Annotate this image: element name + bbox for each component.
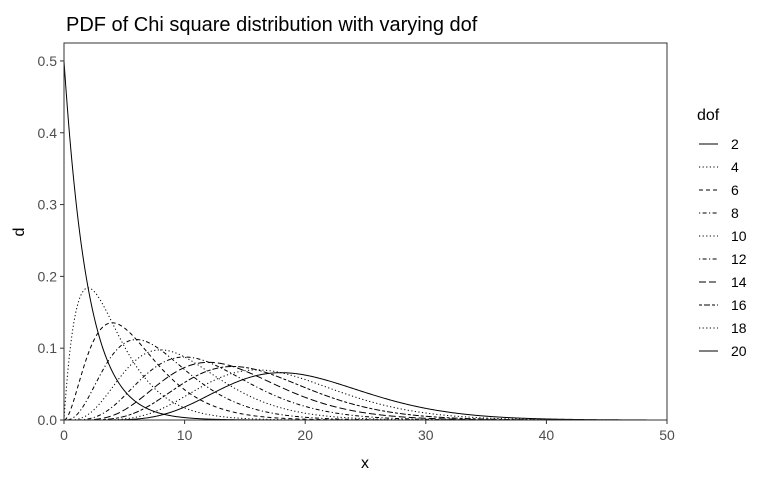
y-tick-label: 0.1 (38, 340, 58, 356)
y-tick-label: 0.5 (38, 53, 58, 69)
legend-items: 2 4 6 8 10 12 14 16 18 20 (699, 136, 747, 359)
x-tick-label: 50 (659, 427, 675, 443)
legend-title: dof (697, 107, 720, 124)
plot-border (63, 42, 668, 421)
series-line-dof-12 (64, 356, 647, 421)
x-axis: 0 10 20 30 40 50 (60, 420, 675, 443)
legend-label-dof-6: 6 (731, 182, 739, 198)
y-axis: 0.0 0.1 0.2 0.3 0.4 0.5 (38, 53, 64, 428)
legend-label-dof-16: 16 (731, 297, 747, 313)
x-tick-label: 30 (418, 427, 434, 443)
series-line-dof-14 (64, 361, 647, 421)
x-tick-label: 20 (297, 427, 313, 443)
legend-label-dof-8: 8 (731, 205, 739, 221)
plot-area (63, 60, 647, 421)
series-line-dof-20 (64, 372, 647, 421)
legend-label-dof-14: 14 (731, 274, 747, 290)
series-line-dof-4 (63, 287, 647, 421)
series-line-dof-18 (64, 369, 647, 421)
x-axis-title: x (361, 455, 369, 472)
y-tick-label: 0.2 (38, 268, 58, 284)
y-tick-label: 0.4 (38, 125, 58, 141)
x-tick-label: 10 (177, 427, 193, 443)
x-tick-label: 0 (60, 427, 68, 443)
series-line-dof-2 (63, 60, 647, 421)
legend-label-dof-10: 10 (731, 228, 747, 244)
legend-label-dof-18: 18 (731, 320, 747, 336)
legend-label-dof-20: 20 (731, 343, 747, 359)
y-axis-title: d (11, 228, 28, 237)
legend-label-dof-4: 4 (731, 159, 739, 175)
legend-label-dof-2: 2 (731, 136, 739, 152)
legend-label-dof-12: 12 (731, 251, 747, 267)
y-tick-label: 0.3 (38, 197, 58, 213)
series-line-dof-8 (64, 339, 647, 421)
legend: dof 2 4 6 8 10 12 14 16 18 20 (697, 107, 747, 359)
series-line-dof-6 (63, 322, 647, 421)
y-tick-label: 0.0 (38, 412, 58, 428)
series-line-dof-16 (64, 366, 647, 421)
chart-title: PDF of Chi square distribution with vary… (66, 14, 478, 36)
x-tick-label: 40 (539, 427, 555, 443)
series-line-dof-10 (64, 349, 647, 421)
